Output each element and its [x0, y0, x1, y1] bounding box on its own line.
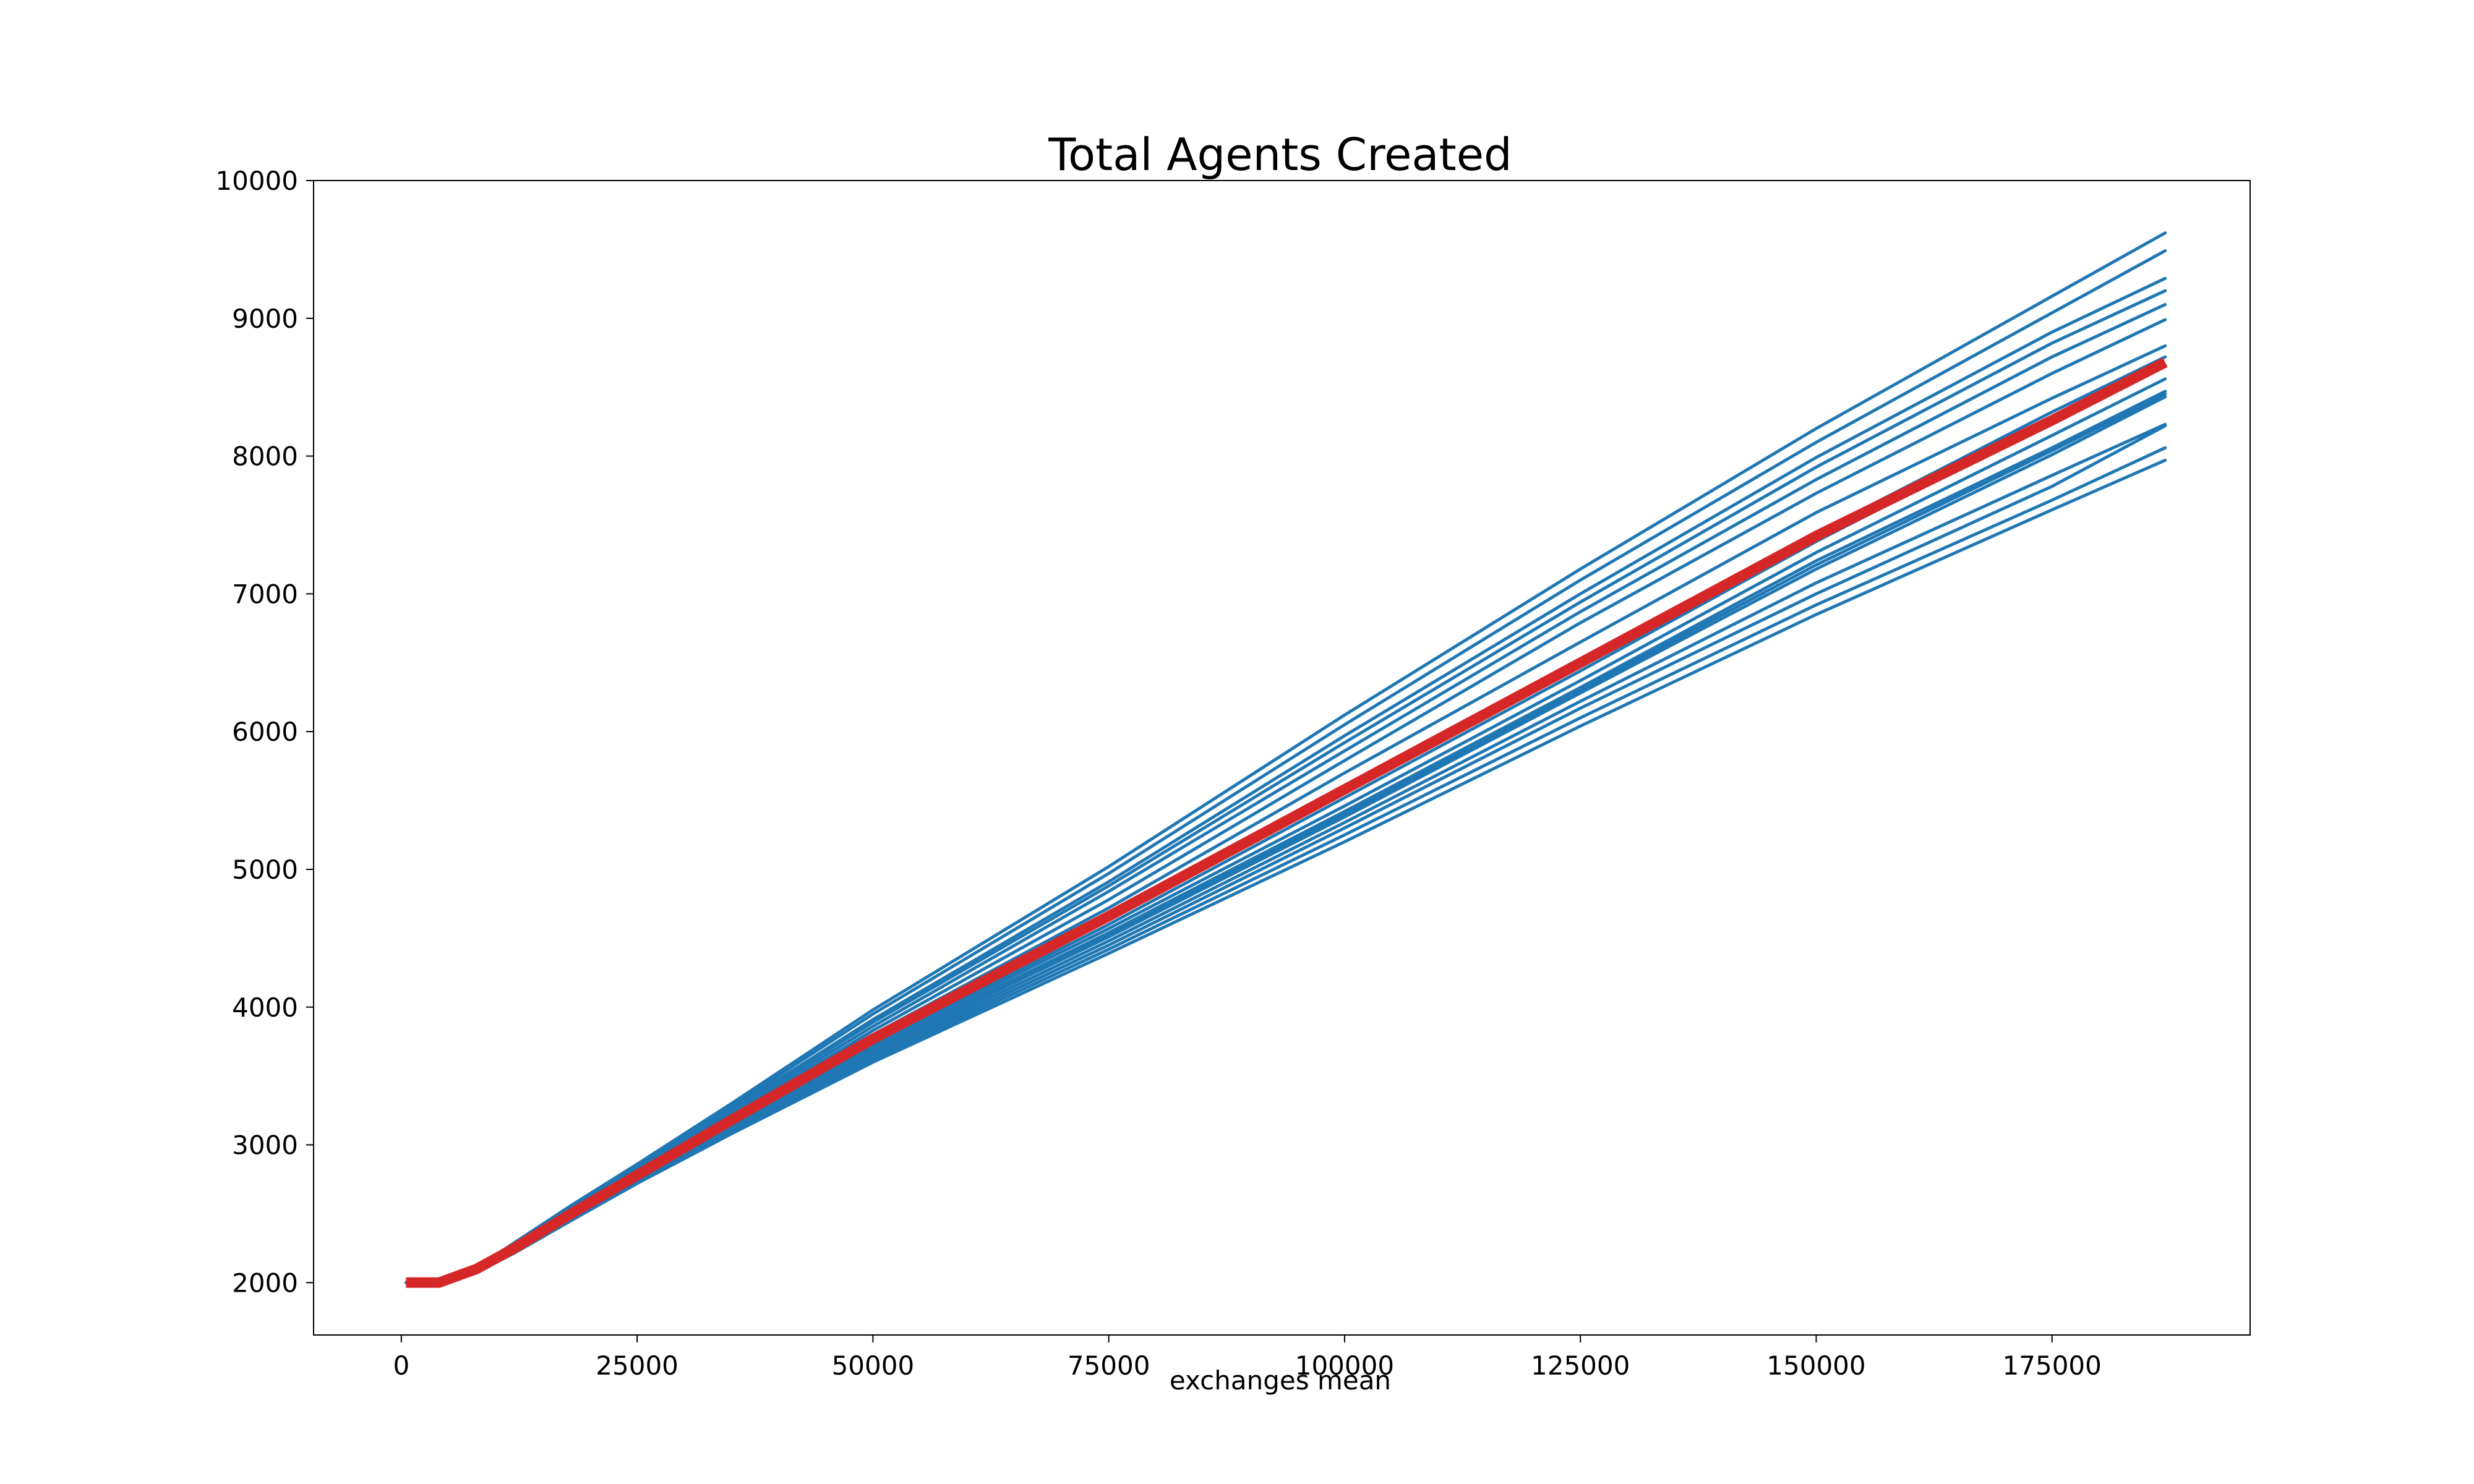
y-tick-label: 5000: [232, 855, 298, 885]
run-series-line-2: [404, 249, 2167, 1284]
x-tick-label: 125000: [1531, 1350, 1630, 1381]
run-series-line-1: [404, 231, 2167, 1284]
plot-frame: [313, 180, 2251, 1336]
x-axis-label: exchanges mean: [1170, 1365, 1391, 1396]
y-tick-label: 3000: [232, 1130, 298, 1161]
x-tick-label: 50000: [832, 1350, 915, 1381]
y-tick-label: 6000: [232, 717, 298, 747]
y-tick-label: 8000: [232, 441, 298, 472]
x-tick-label: 150000: [1766, 1350, 1865, 1381]
mean-series-group: [406, 357, 2168, 1288]
y-tick-label: 2000: [232, 1268, 298, 1298]
x-tick-label: 25000: [596, 1350, 678, 1381]
y-axis: 2000 3000 4000 5000 6000 7000 8000 9000 10000: [215, 166, 314, 1298]
x-tick-label: 75000: [1068, 1350, 1150, 1381]
x-tick-label: 100000: [1295, 1350, 1394, 1381]
run-series-line-6: [404, 318, 2167, 1284]
run-series-line-3: [404, 276, 2167, 1284]
y-tick-label: 10000: [215, 166, 298, 196]
y-tick-label: 9000: [232, 304, 298, 334]
x-axis: 0 25000 50000 75000 100000 125000 150000 175000: [393, 1335, 2102, 1381]
x-tick-label: 0: [393, 1350, 409, 1381]
run-series-group: [404, 231, 2167, 1284]
chart-title: Total Agents Created: [1048, 129, 1512, 181]
mean-series-line: [406, 357, 2168, 1288]
x-tick-label: 175000: [2003, 1350, 2102, 1381]
y-tick-label: 4000: [232, 992, 298, 1023]
y-tick-label: 7000: [232, 579, 298, 609]
